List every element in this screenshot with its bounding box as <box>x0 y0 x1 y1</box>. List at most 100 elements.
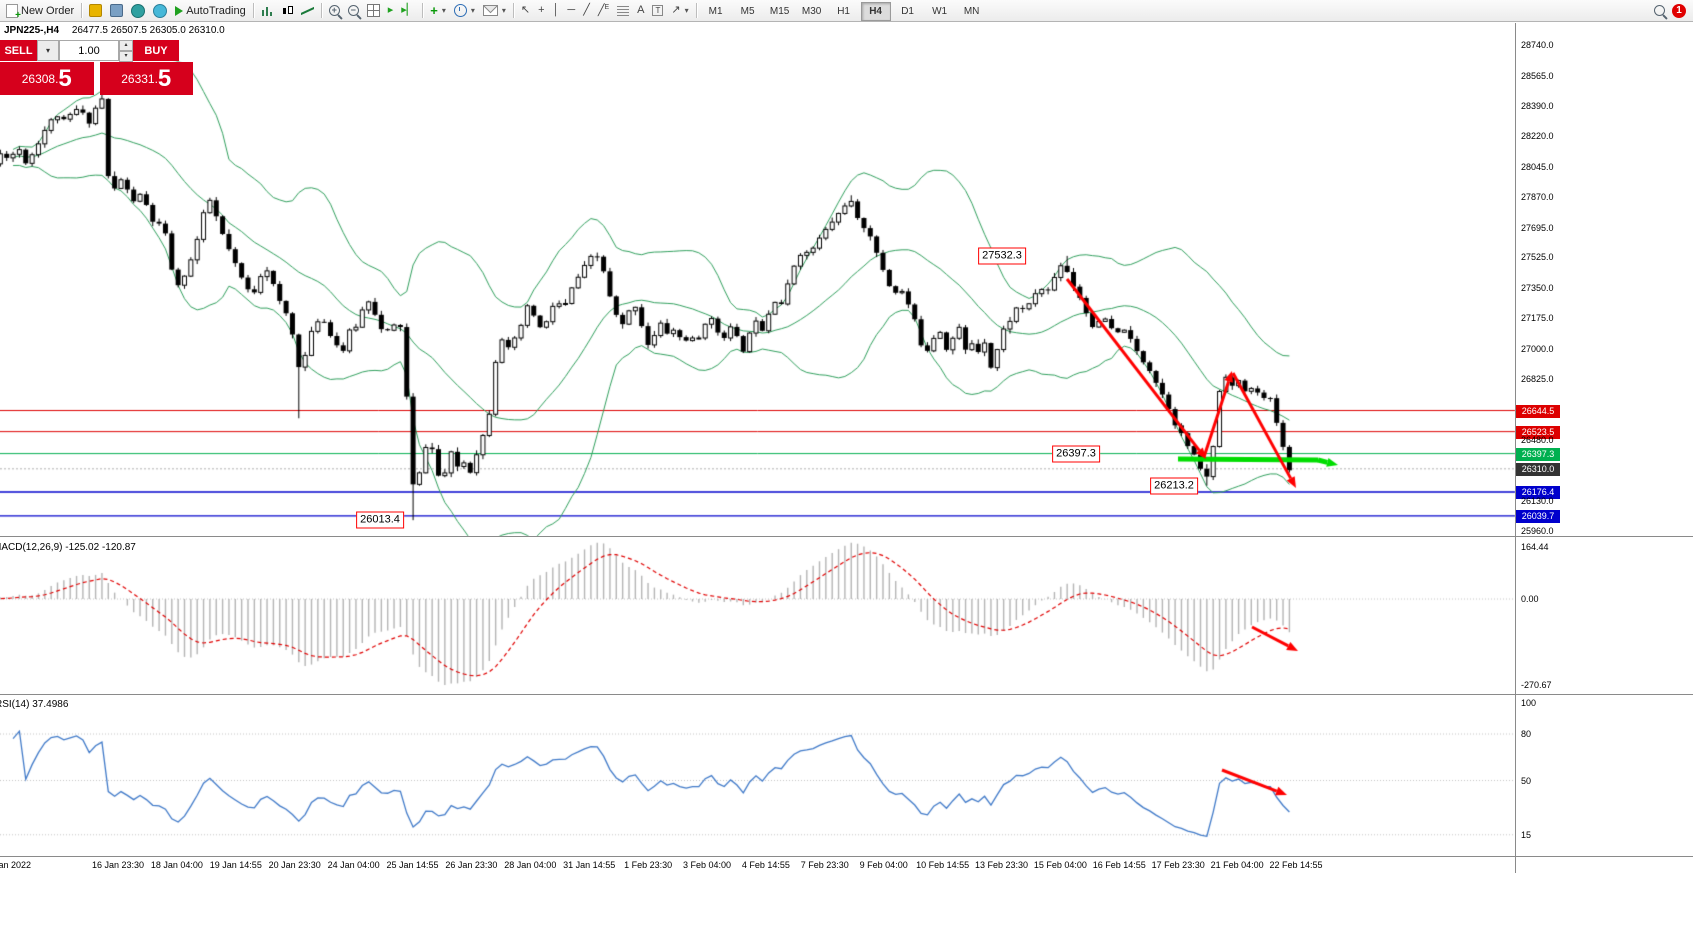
price-marker-red: 26523.5 <box>1516 425 1560 439</box>
text-button[interactable]: A <box>633 1 648 21</box>
price-callout[interactable]: 27532.3 <box>978 247 1026 265</box>
text-label-button[interactable]: T <box>648 1 667 21</box>
price-marker-blue: 26176.4 <box>1516 486 1560 500</box>
time-axis-label: 22 Feb 14:55 <box>1269 860 1323 870</box>
trendline-button[interactable]: ╱ <box>579 1 594 21</box>
fibonacci-button[interactable] <box>613 1 633 21</box>
timeframe-mn[interactable]: MN <box>963 5 980 17</box>
rsi-axis-label: 15 <box>1521 829 1532 840</box>
cursor-button[interactable]: ↖ <box>517 1 534 21</box>
price-callout[interactable]: 26013.4 <box>356 511 404 529</box>
print-icon <box>110 4 124 17</box>
refresh-button[interactable] <box>127 1 149 21</box>
time-axis-label: 24 Jan 04:00 <box>327 860 380 870</box>
zoom-in-icon: + <box>328 5 340 16</box>
sell-price: 26308. <box>21 71 59 86</box>
arrows-button[interactable]: ↗ ▾ <box>667 1 692 21</box>
notification-badge[interactable]: 1 <box>1672 3 1686 18</box>
buy-price-pips: 5 <box>157 64 172 92</box>
sell-button[interactable]: SELL <box>0 40 37 61</box>
periods-button[interactable]: ▾ <box>450 1 479 21</box>
deposit-icon <box>89 4 103 17</box>
autotrading-button[interactable]: AutoTrading <box>171 1 250 21</box>
bar-chart-button[interactable] <box>257 1 277 21</box>
macd-axis-label: -270.67 <box>1521 679 1552 690</box>
volume-decrease-button[interactable]: ▾ <box>119 51 133 62</box>
toolbar-separator <box>695 3 697 18</box>
autotrading-label: AutoTrading <box>186 4 246 17</box>
timeframe-d1[interactable]: D1 <box>901 5 914 17</box>
volume-input[interactable] <box>59 40 119 61</box>
toolbar-separator <box>320 3 322 18</box>
play-icon <box>175 5 184 16</box>
new-order-button[interactable]: New Order <box>2 1 78 21</box>
timeframe-w1[interactable]: W1 <box>932 5 948 17</box>
candlestick-chart-button[interactable] <box>277 1 297 21</box>
tile-windows-button[interactable] <box>363 1 384 21</box>
price-callout[interactable]: 26213.2 <box>1150 477 1198 495</box>
price-axis-label: 25960.0 <box>1521 525 1554 536</box>
community-button[interactable] <box>149 1 171 21</box>
new-order-icon <box>6 3 21 21</box>
macd-indicator-label: MACD(12,26,9) -125.02 -120.87 <box>0 542 136 553</box>
equidistant-channel-icon: ╱E <box>597 4 610 17</box>
price-axis-label: 27525.0 <box>1521 252 1554 263</box>
deposit-button[interactable] <box>85 1 106 21</box>
panel-separator[interactable] <box>0 694 1693 695</box>
volume-increase-button[interactable]: ▴ <box>119 40 133 51</box>
refresh-icon <box>131 3 146 18</box>
chevron-down-icon: ▾ <box>470 6 475 15</box>
vertical-line-button[interactable]: │ <box>549 1 564 21</box>
print-button[interactable] <box>106 1 127 21</box>
zoom-in-button[interactable]: + <box>325 1 344 21</box>
search-button[interactable] <box>1650 1 1669 21</box>
volume-stepper: ▴ ▾ <box>119 40 133 62</box>
zoom-out-button[interactable]: − <box>344 1 363 21</box>
search-icon <box>1654 5 1665 16</box>
time-axis-label: 21 Feb 04:00 <box>1210 860 1264 870</box>
price-callout[interactable]: 26397.3 <box>1052 445 1100 463</box>
templates-button[interactable]: ▾ <box>479 1 510 21</box>
new-order-label: New Order <box>21 4 75 17</box>
price-axis-label: 27695.0 <box>1521 222 1554 233</box>
macd-axis-label: 164.44 <box>1521 542 1549 553</box>
price-axis-label: 28390.0 <box>1521 101 1554 112</box>
time-axis-label: 31 Jan 14:55 <box>563 860 616 870</box>
time-axis-label: 3 Feb 04:00 <box>682 860 732 870</box>
timeframe-m15[interactable]: M15 <box>769 5 790 17</box>
price-marker-red: 26644.5 <box>1516 404 1560 418</box>
timeframe-m1[interactable]: M1 <box>708 5 723 17</box>
rsi-axis-label: 80 <box>1521 729 1532 739</box>
candlestick-chart-icon <box>281 5 293 16</box>
chevron-down-icon: ▾ <box>45 46 50 55</box>
panel-separator[interactable] <box>0 536 1693 537</box>
horizontal-line-button[interactable]: ─ <box>563 1 579 21</box>
timeframe-m5[interactable]: M5 <box>740 5 755 17</box>
sell-price-button[interactable]: 26308. 5 <box>0 62 94 95</box>
order-type-dropdown[interactable]: ▾ <box>37 40 59 61</box>
trendline-icon: ╱ <box>583 4 590 16</box>
indicators-button[interactable]: + ▾ <box>426 1 450 21</box>
time-axis-label: 16 Feb 14:55 <box>1092 860 1146 870</box>
chart-shift-button[interactable]: ▸▏ <box>397 1 419 21</box>
timeframe-h1[interactable]: H1 <box>837 5 850 17</box>
cursor-icon: ↖ <box>520 4 531 16</box>
bar-chart-icon <box>260 5 273 16</box>
buy-button[interactable]: BUY <box>133 40 179 61</box>
auto-scroll-button[interactable]: ▸ <box>384 1 398 21</box>
toolbar-separator <box>512 3 514 18</box>
buy-price-button[interactable]: 26331. 5 <box>99 62 193 95</box>
time-axis-label: 18 Jan 04:00 <box>150 860 203 870</box>
timeframe-h4[interactable]: H4 <box>860 1 891 21</box>
time-axis-label: 28 Jan 04:00 <box>504 860 557 870</box>
channel-button[interactable]: ╱E <box>594 1 613 21</box>
indicators-icon: + <box>430 3 438 18</box>
timeframe-m30[interactable]: M30 <box>801 5 822 17</box>
crosshair-button[interactable]: + <box>534 1 548 21</box>
line-chart-button[interactable] <box>297 1 318 21</box>
macd-axis-label: 0.00 <box>1521 594 1539 604</box>
time-axis-label: 10 Feb 14:55 <box>916 860 970 870</box>
